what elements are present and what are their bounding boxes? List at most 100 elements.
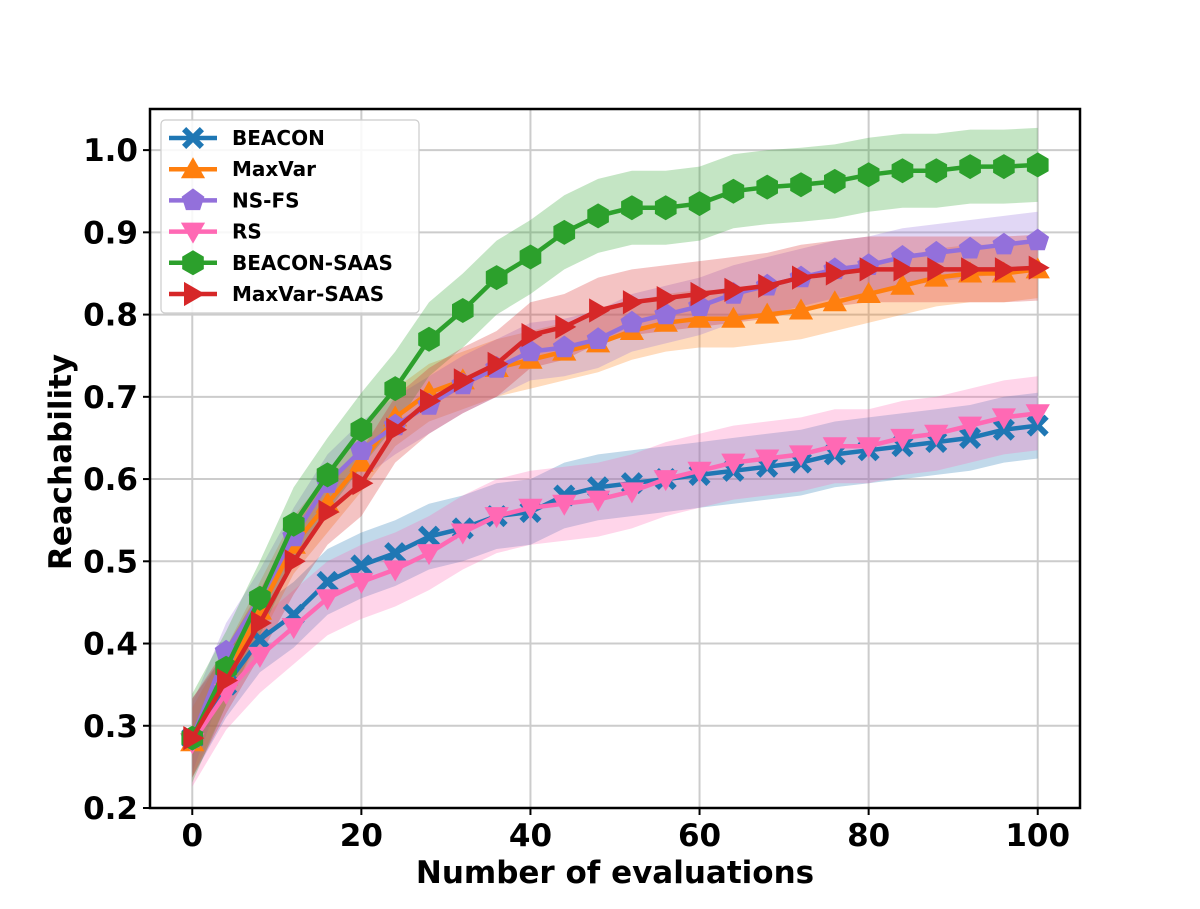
y-tick-label: 0.2 <box>83 791 138 827</box>
point-rs <box>315 589 340 611</box>
point-ns-fs <box>620 310 644 333</box>
band-beacon <box>192 392 1038 778</box>
legend-label-rs: RS <box>232 220 262 244</box>
point-rs <box>383 560 408 582</box>
point-maxvar-saas <box>622 290 644 315</box>
point-maxvar-saas <box>217 668 239 693</box>
point-beacon <box>384 542 407 565</box>
point-beacon-saas <box>1026 152 1049 178</box>
point-maxvar-saas <box>859 257 881 282</box>
point-beacon-saas <box>587 203 609 229</box>
band-maxvar-saas <box>192 234 1038 778</box>
point-beacon-saas <box>756 174 778 200</box>
point-beacon-saas <box>350 417 373 443</box>
point-maxvar-saas <box>825 261 847 286</box>
point-rs <box>653 470 678 492</box>
legend-item-maxvar: MaxVar <box>169 157 316 181</box>
point-rs <box>890 428 915 450</box>
legend-label-maxvar-saas: MaxVar-SAAS <box>232 282 384 306</box>
legend-marker-maxvar-saas <box>184 281 205 307</box>
series-rs <box>180 404 1050 755</box>
point-beacon-saas <box>824 168 846 194</box>
series-maxvar-saas <box>183 255 1050 751</box>
point-maxvar <box>349 450 374 472</box>
point-beacon-saas <box>857 162 880 188</box>
point-maxvar <box>721 306 746 328</box>
legend-label-beacon-saas: BEACON-SAAS <box>232 251 393 275</box>
point-maxvar-saas <box>961 257 983 282</box>
y-tick-label: 0.7 <box>83 380 138 416</box>
point-beacon-saas <box>249 585 271 611</box>
point-beacon-saas <box>553 219 576 245</box>
y-tick-label: 0.4 <box>83 627 138 663</box>
point-rs <box>619 482 644 504</box>
point-maxvar-saas <box>589 298 611 323</box>
point-maxvar-saas <box>352 471 374 496</box>
y-tick-label: 0.6 <box>83 462 138 498</box>
point-ns-fs <box>552 335 576 358</box>
point-maxvar-saas <box>420 388 441 414</box>
point-maxvar-saas <box>386 417 408 442</box>
grid-lines <box>150 109 1080 809</box>
point-rs <box>788 445 814 467</box>
point-rs <box>687 461 712 483</box>
point-maxvar-saas <box>453 368 475 393</box>
point-rs <box>416 544 442 566</box>
point-maxvar-saas <box>656 286 678 311</box>
point-beacon-saas <box>925 158 948 184</box>
point-maxvar-saas <box>487 351 509 377</box>
point-beacon-saas <box>688 191 711 217</box>
legend-box <box>160 119 420 314</box>
legend-item-ns-fs: NS-FS <box>169 188 300 212</box>
point-beacon <box>316 570 339 593</box>
point-beacon-saas <box>891 158 914 184</box>
band-rs <box>192 376 1038 787</box>
point-ns-fs <box>350 438 373 460</box>
point-beacon-saas <box>485 265 508 291</box>
y-tick-label: 0.3 <box>83 709 138 745</box>
point-maxvar <box>822 290 847 312</box>
x-tick-label: 40 <box>509 818 552 854</box>
point-rs <box>484 507 509 529</box>
x-tick-label: 0 <box>181 818 203 854</box>
y-axis-label: Reachability <box>43 354 79 570</box>
point-maxvar <box>755 302 780 324</box>
point-maxvar-saas <box>250 610 272 636</box>
plot-frame <box>148 107 1082 810</box>
point-maxvar-saas <box>555 314 577 339</box>
point-beacon <box>1026 414 1049 437</box>
point-ns-fs <box>958 236 982 259</box>
point-rs <box>450 523 475 545</box>
point-beacon-saas <box>316 462 339 488</box>
point-ns-fs <box>1026 228 1050 251</box>
series-lines <box>180 152 1050 755</box>
point-rs <box>586 490 611 512</box>
y-tick-label: 0.8 <box>83 298 138 334</box>
point-rs <box>755 449 780 471</box>
point-maxvar-saas <box>318 499 340 525</box>
point-beacon <box>992 418 1015 441</box>
y-tick-label: 0.5 <box>83 544 138 580</box>
point-maxvar-saas <box>994 257 1016 282</box>
legend-item-beacon-saas: BEACON-SAAS <box>169 250 393 276</box>
point-maxvar-saas <box>758 273 780 298</box>
point-beacon-saas <box>993 154 1015 180</box>
axis-ticks: 0 20 40 60 80 100 0.2 0.3 0.4 0.5 0.6 0.7 0.8 0.9 1.0 <box>83 133 1070 854</box>
point-beacon <box>959 426 982 449</box>
point-maxvar-saas <box>724 277 746 302</box>
point-maxvar <box>788 298 814 320</box>
point-beacon-saas <box>621 195 643 221</box>
legend-item-beacon: BEACON <box>169 126 325 150</box>
x-tick-label: 100 <box>1005 818 1070 854</box>
x-tick-label: 60 <box>678 818 721 854</box>
point-beacon-saas <box>959 154 981 180</box>
band-maxvar <box>192 240 1038 777</box>
point-beacon-saas <box>282 511 305 537</box>
legend-marker-maxvar <box>180 157 206 179</box>
point-maxvar-saas <box>521 323 543 348</box>
point-beacon-saas <box>418 326 440 352</box>
point-maxvar-saas <box>792 265 813 290</box>
point-maxvar-saas <box>893 257 915 282</box>
x-tick-label: 80 <box>847 818 890 854</box>
point-maxvar <box>890 273 915 295</box>
